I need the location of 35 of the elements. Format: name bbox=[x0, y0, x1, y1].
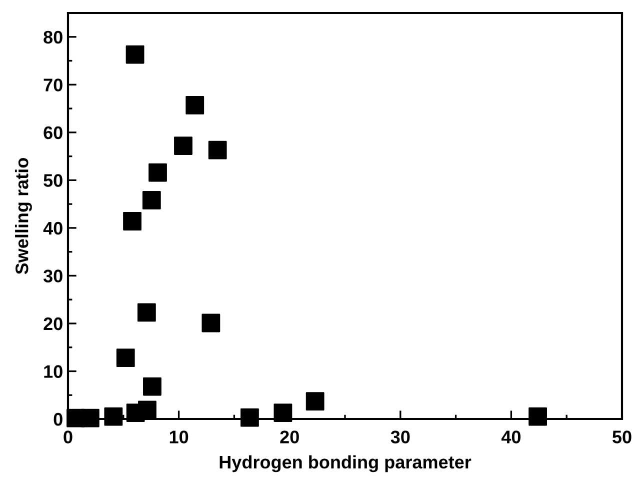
point bbox=[240, 408, 259, 427]
x-tick-label: 0 bbox=[64, 430, 72, 444]
y-tick-label: 10 bbox=[44, 365, 62, 378]
y-tick-label: 70 bbox=[44, 78, 62, 92]
point bbox=[274, 404, 292, 422]
point bbox=[202, 314, 220, 332]
point bbox=[143, 377, 162, 396]
point bbox=[126, 45, 144, 64]
point bbox=[528, 407, 547, 426]
x-tick-label: 20 bbox=[280, 430, 299, 444]
x-tick-label: 40 bbox=[501, 430, 520, 444]
point bbox=[126, 404, 145, 422]
y-tick-label: 80 bbox=[44, 30, 62, 44]
y-tick-label: 50 bbox=[44, 174, 62, 187]
point bbox=[80, 408, 100, 428]
point bbox=[174, 136, 192, 155]
x-axis-title: Hydrogen bonding parameter bbox=[220, 455, 472, 472]
point bbox=[104, 407, 123, 426]
y-tick-label: 40 bbox=[43, 222, 62, 235]
point bbox=[123, 212, 142, 230]
x-tick-label: 10 bbox=[170, 430, 188, 444]
y-tick-label: 0 bbox=[54, 412, 62, 426]
point bbox=[142, 191, 161, 210]
y-axis-title: Swelling ratio bbox=[15, 158, 32, 274]
point bbox=[208, 140, 227, 160]
point bbox=[148, 163, 167, 182]
point bbox=[137, 303, 156, 322]
point bbox=[306, 392, 324, 411]
x-tick-label: 50 bbox=[612, 430, 632, 444]
point bbox=[116, 348, 135, 368]
point bbox=[186, 96, 204, 114]
y-tick-label: 30 bbox=[43, 270, 62, 282]
y-tick-label: 20 bbox=[44, 317, 62, 330]
x-tick-label: 30 bbox=[390, 430, 410, 444]
y-tick-label: 60 bbox=[44, 126, 62, 140]
